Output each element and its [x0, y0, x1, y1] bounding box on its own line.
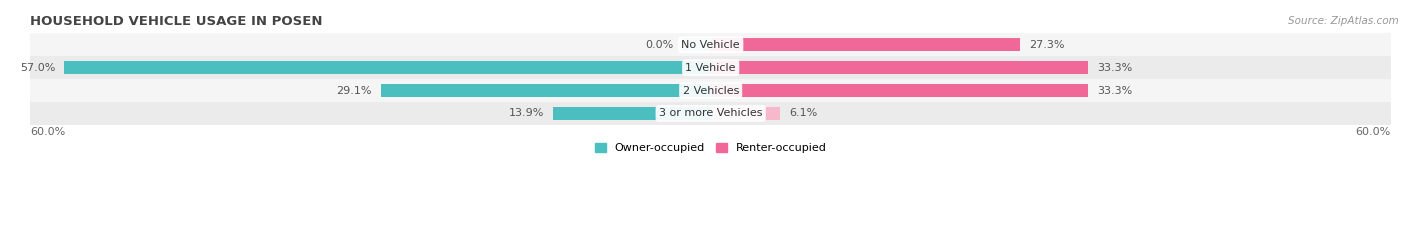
Text: 29.1%: 29.1% — [336, 86, 371, 96]
Text: 1 Vehicle: 1 Vehicle — [686, 63, 735, 73]
Text: Source: ZipAtlas.com: Source: ZipAtlas.com — [1288, 16, 1399, 26]
Text: 60.0%: 60.0% — [1355, 127, 1391, 137]
Text: 2 Vehicles: 2 Vehicles — [682, 86, 740, 96]
Text: 57.0%: 57.0% — [20, 63, 55, 73]
Text: No Vehicle: No Vehicle — [682, 40, 740, 50]
Bar — [553, 107, 710, 120]
Bar — [381, 84, 710, 97]
Bar — [31, 56, 1391, 79]
Legend: Owner-occupied, Renter-occupied: Owner-occupied, Renter-occupied — [591, 139, 831, 158]
Bar — [710, 61, 1088, 74]
Text: 33.3%: 33.3% — [1097, 63, 1133, 73]
Bar — [31, 79, 1391, 102]
Bar — [65, 61, 710, 74]
Text: 33.3%: 33.3% — [1097, 86, 1133, 96]
Text: 0.0%: 0.0% — [645, 40, 673, 50]
Text: 60.0%: 60.0% — [31, 127, 66, 137]
Text: 6.1%: 6.1% — [789, 108, 817, 118]
Text: 13.9%: 13.9% — [509, 108, 544, 118]
Bar — [31, 102, 1391, 125]
Text: 3 or more Vehicles: 3 or more Vehicles — [659, 108, 762, 118]
Text: HOUSEHOLD VEHICLE USAGE IN POSEN: HOUSEHOLD VEHICLE USAGE IN POSEN — [31, 15, 323, 28]
Bar — [31, 33, 1391, 56]
Bar — [710, 38, 1021, 51]
Bar — [710, 107, 780, 120]
Bar — [710, 84, 1088, 97]
Bar — [682, 38, 710, 51]
Text: 27.3%: 27.3% — [1029, 40, 1064, 50]
